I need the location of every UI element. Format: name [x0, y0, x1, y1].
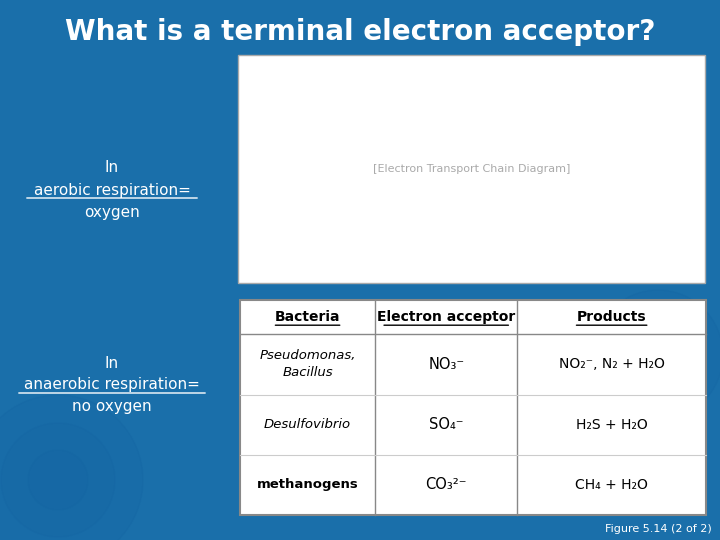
Text: NO₂⁻, N₂ + H₂O: NO₂⁻, N₂ + H₂O — [559, 357, 665, 372]
Text: Bacteria: Bacteria — [275, 310, 341, 324]
Text: aerobic respiration=: aerobic respiration= — [34, 183, 190, 198]
Text: H₂S + H₂O: H₂S + H₂O — [576, 418, 647, 431]
Text: Products: Products — [577, 310, 647, 324]
Text: In: In — [105, 355, 119, 370]
Text: no oxygen: no oxygen — [72, 400, 152, 415]
Text: Pseudomonas,
Bacillus: Pseudomonas, Bacillus — [259, 349, 356, 380]
Text: In: In — [105, 160, 119, 176]
Bar — [238, 55, 705, 283]
Text: CO₃²⁻: CO₃²⁻ — [426, 477, 467, 492]
Circle shape — [614, 311, 702, 399]
Text: Figure 5.14 (2 of 2): Figure 5.14 (2 of 2) — [606, 524, 712, 534]
Text: NO₃⁻: NO₃⁻ — [428, 357, 464, 372]
Text: Desulfovibrio: Desulfovibrio — [264, 418, 351, 431]
Text: [Electron Transport Chain Diagram]: [Electron Transport Chain Diagram] — [373, 164, 570, 174]
Text: CH₄ + H₂O: CH₄ + H₂O — [575, 478, 648, 492]
Text: anaerobic respiration=: anaerobic respiration= — [24, 377, 200, 393]
Text: What is a terminal electron acceptor?: What is a terminal electron acceptor? — [65, 18, 655, 46]
Text: SO₄⁻: SO₄⁻ — [429, 417, 464, 432]
Circle shape — [0, 395, 143, 540]
Bar — [240, 300, 706, 515]
Circle shape — [28, 450, 88, 510]
Circle shape — [1, 423, 115, 537]
Text: oxygen: oxygen — [84, 205, 140, 219]
Text: Electron acceptor: Electron acceptor — [377, 310, 516, 324]
Text: methanogens: methanogens — [257, 478, 359, 491]
Circle shape — [593, 290, 720, 420]
